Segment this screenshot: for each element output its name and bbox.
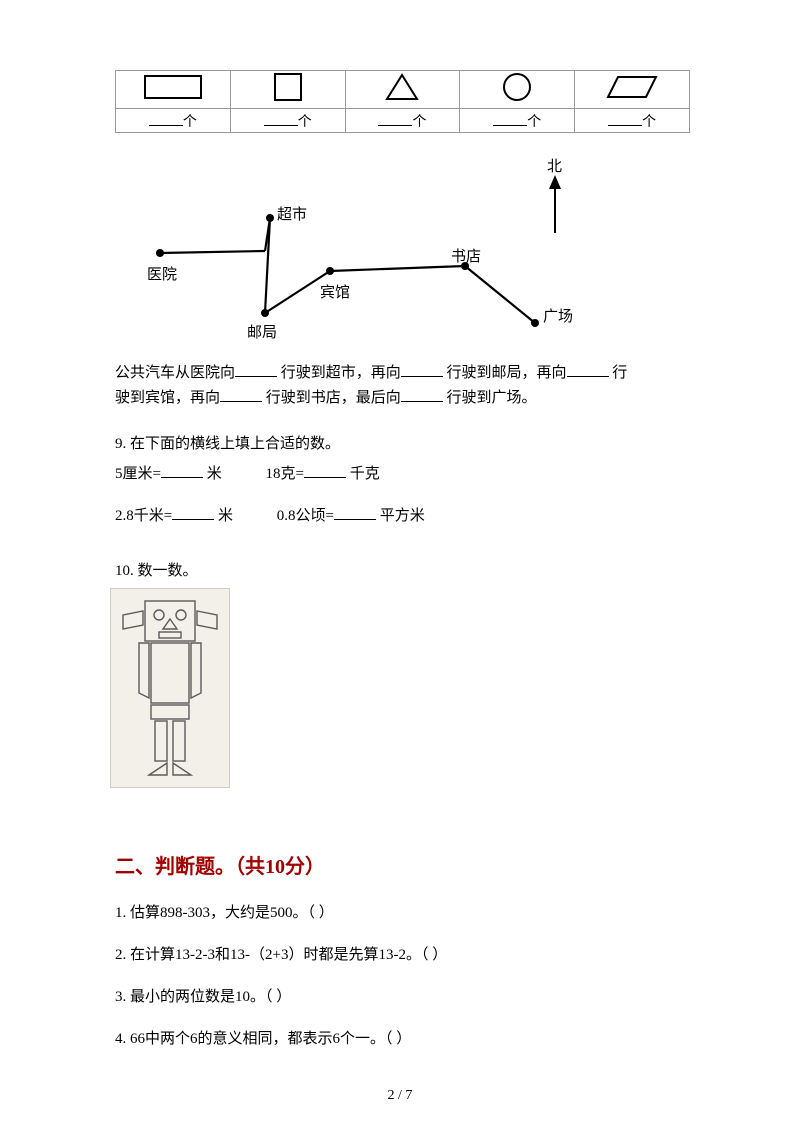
- question-9: 9. 在下面的横线上填上合适的数。 5厘米= 米 18克= 千克 2.8千米= …: [115, 429, 700, 531]
- text: 千克: [350, 466, 380, 482]
- north-label: 北: [547, 155, 562, 176]
- text: 0.8公顷=: [277, 508, 334, 524]
- text: 行驶到邮局，再向: [447, 365, 567, 381]
- text: 公共汽车从医院向: [115, 365, 235, 381]
- text: 行驶到超市，再向: [281, 365, 401, 381]
- text: 5厘米=: [115, 466, 161, 482]
- shape-triangle-cell: [345, 71, 460, 109]
- robot-svg: [115, 593, 225, 783]
- shapes-count-table: 个 个 个 个 个: [115, 70, 690, 133]
- tf-question-2: 2. 在计算13-2-3和13-（2+3）时都是先算13-2。（ ）: [115, 943, 700, 967]
- robot-figure: [110, 588, 230, 788]
- unit-label: 个: [298, 115, 312, 130]
- section-2-title: 二、判断题。（共10分）: [115, 850, 700, 879]
- unit-label: 个: [642, 115, 656, 130]
- unit-label: 个: [183, 115, 197, 130]
- q9-title: 9. 在下面的横线上填上合适的数。: [115, 429, 700, 459]
- node-post: 邮局: [247, 321, 277, 342]
- node-bookstore: 书店: [451, 245, 481, 266]
- triangle-icon: [384, 72, 420, 102]
- text: 18克=: [265, 466, 303, 482]
- shape-rectangle-cell: [116, 71, 231, 109]
- node-hospital: 医院: [147, 263, 177, 284]
- text: 2.8千米=: [115, 508, 172, 524]
- rectangle-icon: [143, 74, 203, 100]
- count-cell-2: 个: [230, 109, 345, 133]
- shape-circle-cell: [460, 71, 575, 109]
- text: 米: [218, 508, 233, 524]
- shape-parallelogram-cell: [575, 71, 690, 109]
- parallelogram-icon: [606, 74, 658, 100]
- text: 行驶到书店，最后向: [266, 390, 401, 406]
- text: 平方米: [380, 508, 425, 524]
- node-hotel: 宾馆: [320, 281, 350, 302]
- count-cell-4: 个: [460, 109, 575, 133]
- bus-route-question: 公共汽车从医院向 行驶到超市，再向 行驶到邮局，再向 行 驶到宾馆，再向 行驶到…: [115, 361, 700, 411]
- tf-question-4: 4. 66中两个6的意义相同，都表示6个一。（ ）: [115, 1027, 700, 1051]
- shape-square-cell: [230, 71, 345, 109]
- count-cell-5: 个: [575, 109, 690, 133]
- q10-title: 10. 数一数。: [115, 559, 700, 580]
- text: 米: [207, 466, 222, 482]
- bus-route-map: 北 医院 超市 邮局 宾馆 书店 广场: [135, 163, 615, 353]
- text: 行驶到广场。: [447, 390, 537, 406]
- question-10: 10. 数一数。: [115, 559, 700, 788]
- node-square: 广场: [543, 305, 573, 326]
- count-cell-3: 个: [345, 109, 460, 133]
- text: 行: [612, 365, 627, 381]
- square-icon: [273, 72, 303, 102]
- circle-icon: [501, 71, 533, 103]
- page-number: 2 / 7: [0, 1088, 800, 1104]
- tf-question-3: 3. 最小的两位数是10。（ ）: [115, 985, 700, 1009]
- node-supermarket: 超市: [277, 203, 307, 224]
- count-cell-1: 个: [116, 109, 231, 133]
- text: 驶到宾馆，再向: [115, 390, 220, 406]
- unit-label: 个: [527, 115, 541, 130]
- tf-question-1: 1. 估算898-303，大约是500。（ ）: [115, 901, 700, 925]
- unit-label: 个: [412, 115, 426, 130]
